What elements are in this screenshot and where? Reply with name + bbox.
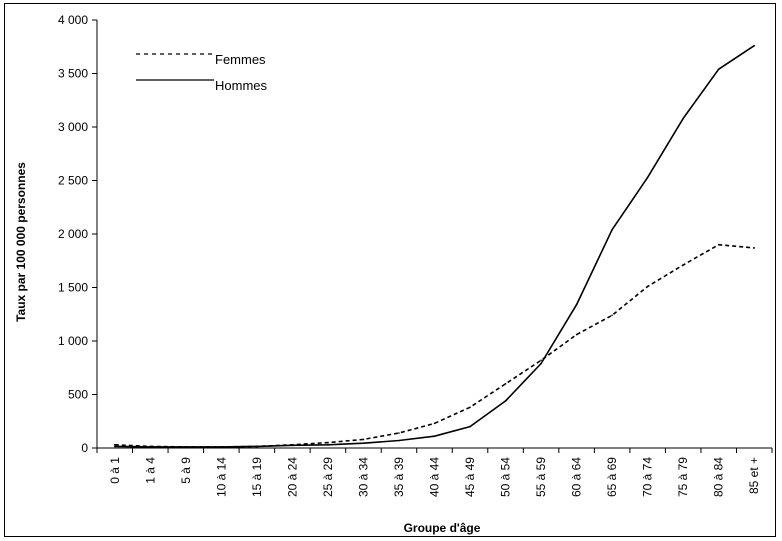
data-point (398, 439, 400, 442)
series-layer (113, 44, 756, 448)
data-point (149, 446, 152, 448)
data-point (682, 264, 684, 266)
data-point (469, 425, 471, 428)
data-point (717, 68, 720, 71)
y-tick-label: 1 000 (58, 334, 88, 348)
x-tick-label: 20 à 24 (285, 457, 299, 497)
y-tick-label: 1 500 (58, 281, 88, 295)
y-axis-title: Taux par 100 000 personnes (14, 162, 28, 322)
data-point (646, 285, 649, 288)
x-tick-label: 65 à 69 (605, 457, 619, 497)
data-point (504, 400, 507, 402)
data-point (540, 362, 542, 365)
data-point (327, 441, 329, 444)
x-tick-label: 70 à 74 (641, 457, 655, 497)
data-point (753, 247, 756, 249)
legend-label-hommes: Hommes (215, 78, 268, 93)
data-point (646, 176, 649, 179)
x-tick-label: 80 à 84 (712, 457, 726, 497)
x-tick-label: 0 à 1 (108, 457, 122, 484)
data-point (540, 359, 542, 362)
x-tick-label: 55 à 59 (534, 457, 548, 497)
x-axis: 0 à 1 1 à 4 5 à 9 10 à 14 15 à 19 20 à 24 25 à… (96, 447, 773, 497)
data-point (327, 443, 329, 446)
data-point (611, 228, 613, 231)
x-tick-label: 60 à 64 (570, 457, 584, 497)
x-tick-label: 45 à 49 (463, 457, 477, 497)
data-point (291, 444, 294, 447)
data-point (682, 117, 684, 120)
x-tick-label: 85 et + (747, 457, 761, 494)
data-point (256, 445, 258, 448)
x-tick-label: 15 à 19 (250, 457, 264, 497)
x-tick-label: 5 à 9 (179, 457, 193, 484)
data-point (575, 333, 578, 336)
data-point (575, 303, 578, 306)
legend: Femmes Hommes (136, 52, 268, 93)
y-axis: 0 500 1 000 1 500 2 000 2 500 3 000 3 500 4 000 (58, 13, 98, 455)
data-point (753, 44, 756, 47)
x-tick-label: 35 à 39 (392, 457, 406, 497)
y-tick-label: 4 000 (58, 13, 88, 27)
data-point (469, 406, 471, 409)
legend-label-femmes: Femmes (215, 52, 266, 67)
x-tick-label: 25 à 29 (321, 457, 335, 497)
data-point (717, 243, 720, 246)
x-tick-label: 10 à 14 (214, 457, 228, 497)
y-tick-label: 3 500 (58, 67, 88, 81)
data-point (220, 446, 223, 448)
data-point (504, 383, 507, 385)
y-tick-label: 2 000 (58, 227, 88, 241)
data-point (433, 422, 436, 425)
x-tick-label: 75 à 79 (676, 457, 690, 497)
x-tick-label: 50 à 54 (499, 457, 513, 497)
y-tick-label: 0 (81, 441, 88, 455)
data-point (611, 314, 613, 317)
data-point (362, 438, 365, 441)
series-line-femmes (114, 243, 755, 448)
series-line-hommes (114, 45, 755, 448)
data-point (113, 445, 116, 448)
x-axis-title: Groupe d'âge (404, 521, 481, 535)
x-tick-label: 30 à 34 (356, 457, 370, 497)
data-point (185, 446, 187, 448)
data-point (362, 442, 365, 444)
y-tick-label: 3 000 (58, 120, 88, 134)
data-point (433, 435, 436, 438)
data-point (113, 443, 116, 446)
data-point (398, 432, 400, 434)
x-tick-label: 40 à 44 (428, 457, 442, 497)
y-tick-label: 500 (68, 388, 88, 402)
y-tick-label: 2 500 (58, 174, 88, 188)
x-tick-label: 1 à 4 (143, 457, 157, 484)
